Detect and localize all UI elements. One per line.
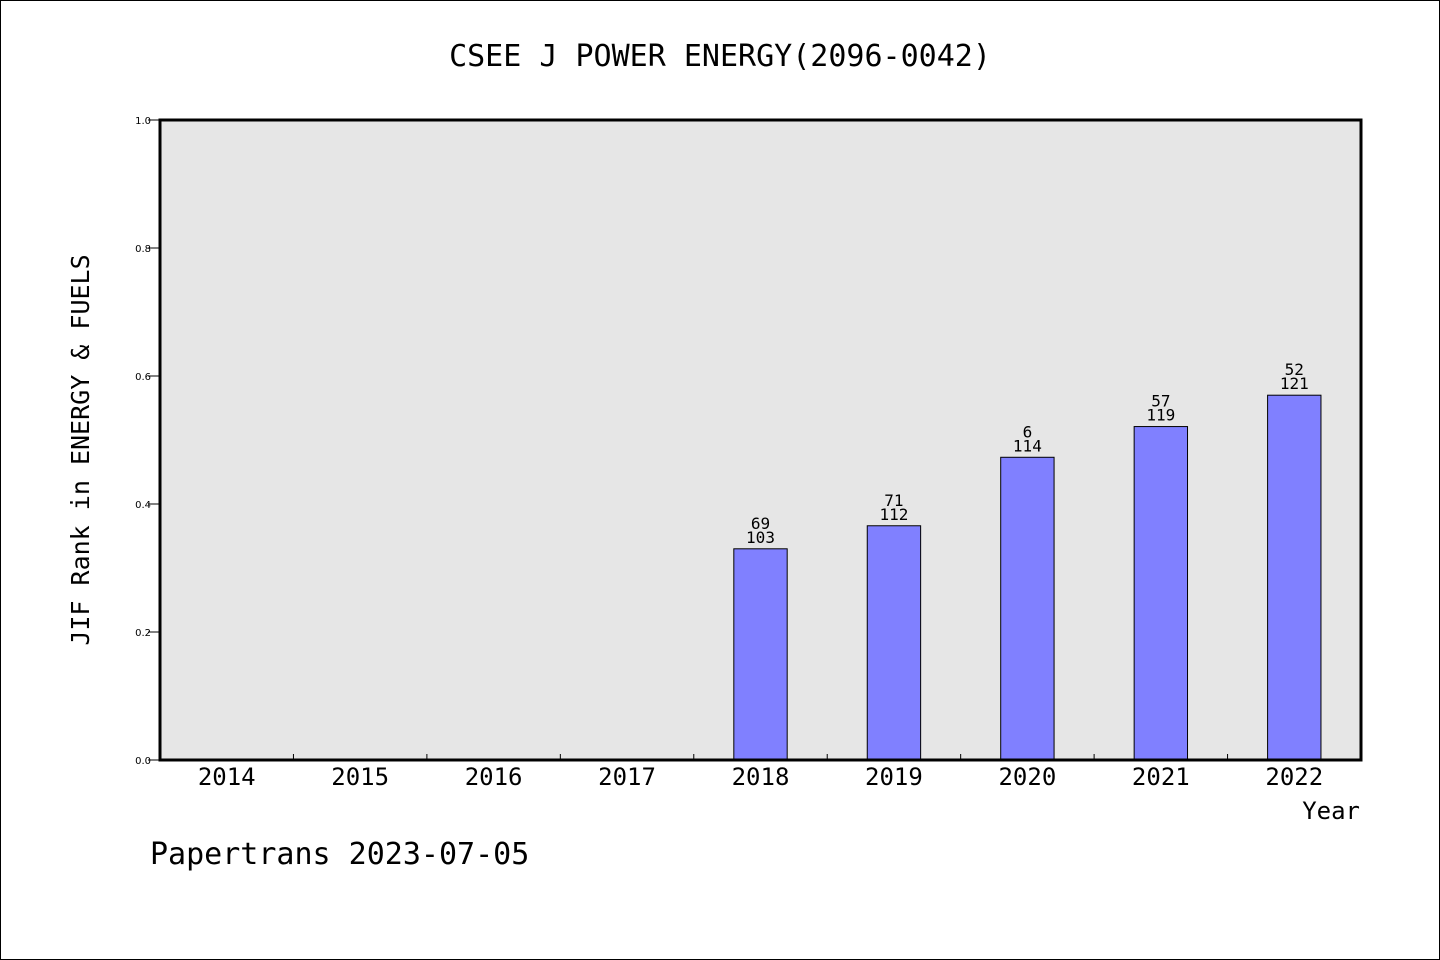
x-tick-label: 2022 [1265, 763, 1323, 791]
x-axis: 2014 2015 2016 2017 2018 2019 2020 2021 2022 [198, 754, 1323, 791]
y-tick-label: 0.0 [135, 756, 151, 767]
x-tick-label: 2020 [998, 763, 1056, 791]
x-tick-label: 2016 [465, 763, 523, 791]
chart-title: CSEE J POWER ENERGY(2096-0042) [449, 39, 991, 74]
y-tick-label: 0.8 [135, 244, 151, 255]
bar-rank-label: 71 [884, 491, 903, 510]
x-tick-label: 2021 [1132, 763, 1190, 791]
bar-2019 [866, 525, 922, 761]
y-tick-label: 0.2 [135, 628, 151, 639]
x-tick-label: 2018 [732, 763, 790, 791]
x-axis-label: Year [1302, 797, 1360, 825]
x-tick-label: 2017 [598, 763, 656, 791]
x-tick-label: 2019 [865, 763, 923, 791]
y-tick-label: 1.0 [135, 116, 151, 127]
y-tick-label: 0.6 [135, 372, 151, 383]
bar-2020 [1000, 456, 1055, 761]
y-axis-label: JIF Rank in ENERGY & FUELS [66, 254, 95, 645]
bar-total-label: 121 [1280, 374, 1309, 393]
bar-2021 [1133, 426, 1189, 761]
bar-rank-label: 6 [1023, 422, 1033, 441]
bar-rank-label: 52 [1285, 360, 1304, 379]
x-tick-label: 2015 [331, 763, 389, 791]
x-tick-label: 2014 [198, 763, 256, 791]
footer-source: Papertrans 2023-07-05 [150, 837, 529, 872]
bar-series [733, 394, 1322, 761]
bar-rank-label: 57 [1151, 392, 1170, 411]
bar-total-label: 112 [879, 505, 908, 524]
bar-total-label: 103 [746, 528, 775, 547]
y-tick-label: 0.4 [135, 500, 151, 511]
bar-2022 [1267, 394, 1322, 761]
y-axis: 0.0 0.2 0.4 0.6 0.8 1.0 [135, 116, 160, 767]
bar-total-label: 119 [1146, 406, 1175, 425]
bar-total-label: 114 [1013, 436, 1042, 455]
bar-2018 [733, 548, 788, 761]
plot-border [158, 118, 1363, 762]
bar-rank-label: 69 [751, 514, 770, 533]
